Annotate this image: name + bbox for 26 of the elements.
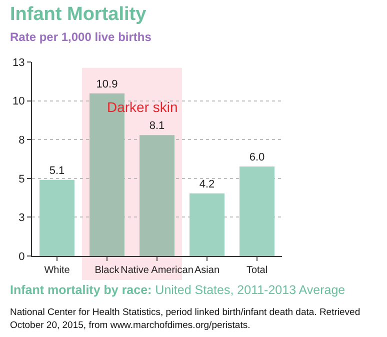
chart-subtitle: Rate per 1,000 live births (10, 30, 152, 44)
y-tick-label: 5 (18, 173, 25, 186)
data-label: 6.0 (249, 151, 265, 164)
x-tick-label: Black (94, 265, 120, 276)
data-label: 4.2 (199, 178, 215, 190)
x-tick-label: Total (246, 265, 268, 276)
text: United States, 2011-2013 Average (154, 283, 346, 297)
data-label: 5.1 (49, 164, 65, 177)
x-tick-label: White (44, 265, 70, 276)
data-label: 8.1 (149, 120, 165, 132)
text: Infant mortality by race: (10, 283, 152, 297)
y-tick-label: 0 (18, 250, 25, 263)
y-tick-label: 8 (18, 134, 25, 146)
bar (40, 180, 74, 256)
x-tick-label: Native American (120, 265, 194, 276)
bar (240, 166, 274, 256)
bar (140, 135, 174, 256)
data-label: 10.9 (96, 78, 118, 90)
x-tick-label: Asian (194, 265, 220, 276)
band-label: Darker skin (107, 99, 178, 115)
chart-title: Infant Mortality (10, 4, 146, 26)
text: National Center for Health Statistics, period linked birth/infant death data. Retrieved October 20, 2015, from www.marchofdimes.org/peristats. (10, 306, 362, 332)
y-tick-label: 3 (18, 212, 25, 224)
y-tick-label: 13 (12, 56, 25, 69)
bar (190, 193, 224, 256)
y-tick-label: 10 (12, 96, 25, 108)
